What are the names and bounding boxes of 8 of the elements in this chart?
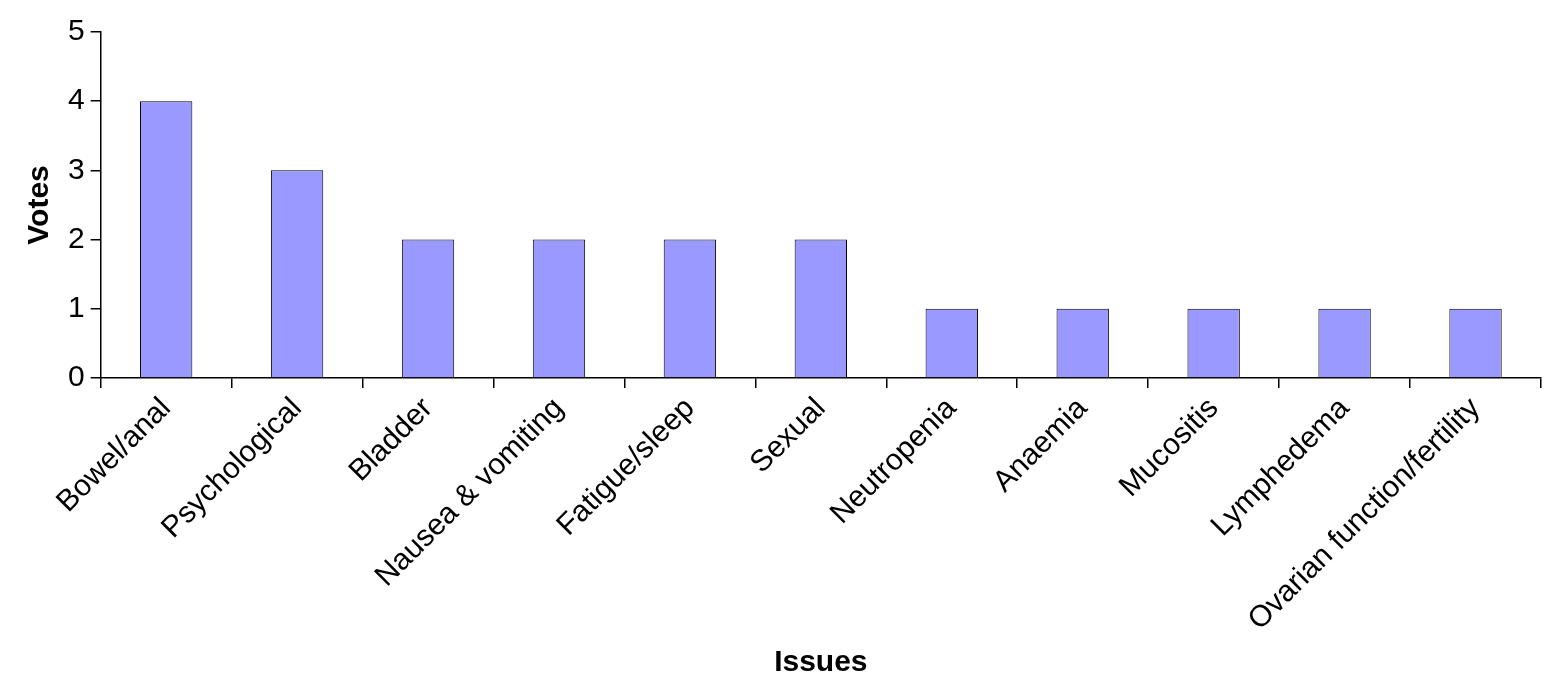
- y-tick-label: 3: [68, 151, 85, 185]
- y-tick-label: 0: [68, 359, 85, 393]
- y-tick-label: 5: [68, 13, 85, 47]
- y-tick-label: 2: [68, 220, 85, 254]
- y-tick-label: 1: [68, 289, 85, 323]
- x-axis-title: Issues: [774, 644, 868, 678]
- y-tick-label: 4: [68, 82, 85, 116]
- y-axis-title: Votes: [21, 165, 55, 245]
